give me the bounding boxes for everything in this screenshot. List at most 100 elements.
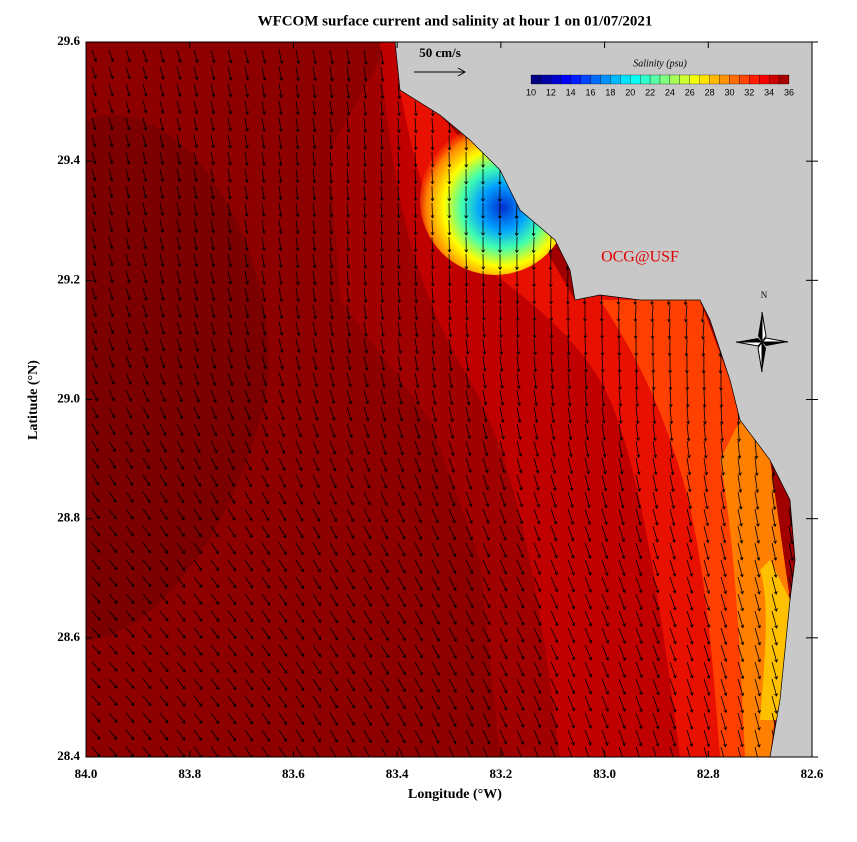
current-arrow xyxy=(448,440,455,457)
current-arrow xyxy=(516,372,521,390)
current-arrow xyxy=(669,542,676,560)
current-arrow xyxy=(447,168,452,185)
colorbar-segment xyxy=(709,74,720,85)
current-arrow xyxy=(312,236,317,252)
current-arrow xyxy=(669,474,675,493)
current-arrow xyxy=(448,525,456,541)
current-arrow xyxy=(261,134,266,150)
current-arrow xyxy=(601,661,609,678)
current-arrow xyxy=(566,338,571,356)
colorbar-segment xyxy=(769,74,780,85)
current-arrow xyxy=(720,576,727,595)
current-arrow xyxy=(363,440,370,456)
current-arrow xyxy=(771,542,778,562)
current-arrow xyxy=(516,440,523,457)
current-arrow xyxy=(533,610,542,626)
current-arrow xyxy=(193,49,199,64)
current-arrow xyxy=(584,695,592,712)
north-arrow xyxy=(735,311,789,373)
current-arrow xyxy=(261,644,271,657)
current-arrow xyxy=(567,406,573,424)
current-arrow xyxy=(618,389,623,408)
current-arrow xyxy=(652,593,660,611)
current-arrow xyxy=(244,151,249,166)
current-arrow xyxy=(397,644,406,659)
current-arrow xyxy=(414,457,422,473)
current-arrow xyxy=(244,695,254,708)
current-arrow xyxy=(346,712,355,726)
current-arrow xyxy=(193,661,203,673)
colorbar-segment xyxy=(729,74,740,85)
current-arrow xyxy=(91,746,101,757)
current-arrow xyxy=(652,457,658,476)
current-arrow xyxy=(584,746,590,757)
current-arrow xyxy=(278,49,284,65)
current-arrow xyxy=(193,236,199,251)
current-arrow xyxy=(295,66,300,82)
current-arrow xyxy=(210,134,215,149)
current-arrow xyxy=(669,440,674,459)
current-arrow xyxy=(91,321,98,335)
current-arrow xyxy=(346,576,355,590)
current-arrow xyxy=(142,525,151,537)
current-arrow xyxy=(601,695,609,712)
current-arrow xyxy=(584,627,593,644)
current-arrow xyxy=(91,185,97,199)
current-arrow xyxy=(499,423,505,440)
current-arrow xyxy=(652,525,659,543)
current-arrow xyxy=(261,389,268,404)
colorbar-tick-label: 12 xyxy=(546,87,556,97)
current-arrow xyxy=(754,576,761,595)
current-arrow xyxy=(295,117,300,133)
current-arrow xyxy=(193,423,201,437)
current-arrow xyxy=(125,610,135,621)
current-arrow xyxy=(295,576,304,590)
current-arrow xyxy=(550,355,555,373)
current-arrow xyxy=(532,287,537,305)
current-arrow xyxy=(380,355,386,371)
current-arrow xyxy=(193,474,201,487)
current-arrow xyxy=(329,593,338,607)
current-arrow xyxy=(91,474,100,486)
current-arrow xyxy=(720,457,725,476)
current-arrow xyxy=(465,474,473,491)
current-arrow xyxy=(448,695,457,710)
current-arrow xyxy=(244,372,251,387)
current-arrow xyxy=(397,253,401,270)
current-arrow xyxy=(125,355,132,369)
current-arrow xyxy=(548,270,553,288)
current-arrow xyxy=(363,729,372,744)
current-arrow xyxy=(363,576,372,591)
current-arrow xyxy=(635,661,643,679)
current-arrow xyxy=(499,712,508,728)
current-arrow xyxy=(397,746,406,757)
current-arrow xyxy=(142,338,149,352)
current-arrow xyxy=(413,168,418,185)
current-arrow xyxy=(635,729,643,747)
current-arrow xyxy=(533,559,541,576)
current-arrow xyxy=(244,66,250,81)
current-arrow xyxy=(397,270,401,287)
current-arrow xyxy=(363,270,368,286)
current-arrow xyxy=(278,542,287,556)
current-arrow xyxy=(210,423,218,437)
current-arrow xyxy=(515,287,520,305)
current-arrow xyxy=(533,525,541,542)
current-arrow xyxy=(380,593,389,608)
current-arrow xyxy=(465,593,474,609)
current-arrow xyxy=(159,644,169,656)
current-arrow xyxy=(261,202,266,218)
current-arrow xyxy=(329,525,338,539)
current-arrow xyxy=(584,729,592,746)
current-arrow xyxy=(261,253,266,269)
current-arrow xyxy=(482,712,491,728)
current-arrow xyxy=(278,406,285,421)
current-arrow xyxy=(193,695,203,707)
current-arrow xyxy=(142,593,152,605)
current-arrow xyxy=(227,287,233,302)
current-arrow xyxy=(125,236,131,250)
current-arrow xyxy=(499,678,508,694)
current-arrow xyxy=(278,134,283,150)
current-arrow xyxy=(210,151,215,166)
colorbar-tick-label: 34 xyxy=(764,87,774,97)
